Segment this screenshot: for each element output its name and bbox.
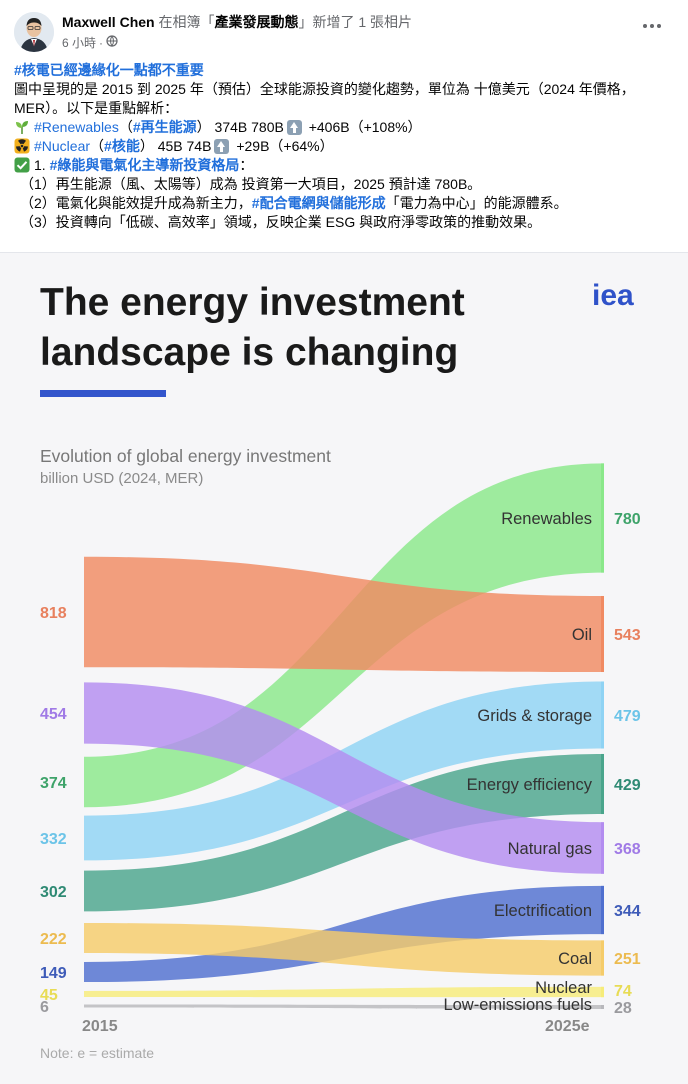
- flow-nuclear: [84, 986, 604, 998]
- seedling-icon: [14, 119, 30, 135]
- x-label-end: 2025e: [545, 1018, 590, 1035]
- value-2015: 374: [40, 775, 67, 792]
- nuclear-line: #Nuclear（#核能） 45B 74B +29B（+64%）: [14, 137, 654, 156]
- globe-icon: [106, 35, 118, 50]
- flow-natural-gas: [84, 682, 604, 874]
- flow-energy-efficiency: [84, 753, 604, 912]
- renewables-line: #Renewables（#再生能源） 374B 780B +406B（+108%…: [14, 118, 654, 137]
- hashtag-renewables[interactable]: #Renewables: [34, 119, 119, 135]
- point-3: （3）投資轉向「低碳、高效率」領域，反映企業 ESG 與政府淨零政策的推動效果。: [20, 214, 542, 230]
- hashtag-renewables-zh[interactable]: #再生能源: [132, 119, 197, 135]
- chart-units: billion USD (2024, MER): [40, 470, 203, 487]
- value-2025: 543: [614, 627, 641, 644]
- chart-subtitle: Evolution of global energy investment: [40, 446, 331, 466]
- value-2025: 780: [614, 511, 641, 528]
- flow-end-cap: [601, 822, 604, 874]
- value-2015: 454: [40, 706, 67, 723]
- check-mark-icon: [14, 157, 30, 173]
- album-link[interactable]: 產業發展動態: [214, 14, 299, 30]
- flow-coal: [84, 923, 604, 976]
- post-time[interactable]: 6 小時: [62, 36, 97, 50]
- flow-oil: [84, 556, 604, 673]
- flow-end-cap: [601, 463, 604, 573]
- point-1: （1）再生能源（風、太陽等）成為 投資第一大項目，2025 預計達 780B。: [20, 176, 482, 192]
- intro-text: 圖中呈現的是 2015 到 2025 年（預估）全球能源投資的變化趨勢，單位為 …: [14, 81, 635, 116]
- series-label: Energy efficiency: [467, 776, 593, 794]
- up-arrow-icon: [214, 139, 230, 154]
- hashtag-nuclear[interactable]: #Nuclear: [34, 138, 91, 154]
- hashtag-grid[interactable]: #配合電網與儲能形成: [251, 195, 386, 211]
- chart-title-line1: The energy investment: [40, 281, 465, 324]
- value-2015: 149: [40, 965, 67, 982]
- series-label: Grids & storage: [477, 707, 592, 725]
- flow-end-cap: [601, 595, 604, 673]
- chart-title-line2: landscape is changing: [40, 331, 458, 374]
- action-prefix: 在相簿「: [154, 14, 215, 30]
- series-label: Natural gas: [508, 840, 592, 858]
- value-2015: 332: [40, 831, 67, 848]
- flow-end-cap: [601, 681, 604, 749]
- series-label: Renewables: [501, 510, 592, 528]
- value-2025: 479: [614, 708, 641, 725]
- hashtag-nuclear-zh[interactable]: #核能: [104, 138, 140, 154]
- up-arrow-icon: [286, 120, 302, 135]
- avatar[interactable]: [14, 12, 54, 52]
- hashtag-headline[interactable]: #核電已經邊緣化一點都不重要: [14, 62, 204, 78]
- series-label: Electrification: [494, 902, 592, 920]
- value-2015: 302: [40, 884, 67, 901]
- value-2025: 429: [614, 777, 641, 794]
- sankey-chart: The energy investment landscape is chang…: [40, 279, 641, 1061]
- value-2015: 222: [40, 931, 67, 948]
- flow-end-cap: [601, 753, 604, 815]
- value-2025: 368: [614, 841, 641, 858]
- title-underline: [40, 390, 166, 397]
- x-label-start: 2015: [82, 1018, 118, 1035]
- value-2025: 74: [614, 983, 632, 1000]
- series-label: Oil: [572, 626, 592, 644]
- series-label: Low-emissions fuels: [443, 996, 592, 1014]
- post-header: Maxwell Chen 在相簿「產業發展動態」新增了 1 張相片 6 小時 ·: [14, 12, 676, 56]
- post-photo[interactable]: The energy investment landscape is chang…: [0, 252, 688, 1084]
- iea-logo: iea: [592, 279, 634, 312]
- chart-note: Note: e = estimate: [40, 1045, 154, 1061]
- flow-end-cap: [601, 885, 604, 935]
- value-2025: 28: [614, 1000, 632, 1017]
- author-name[interactable]: Maxwell Chen: [62, 14, 155, 30]
- value-2015: 6: [40, 999, 49, 1016]
- value-2025: 344: [614, 903, 641, 920]
- action-suffix: 」新增了 1 張相片: [298, 14, 413, 30]
- series-label: Nuclear: [535, 979, 592, 997]
- value-2025: 251: [614, 951, 641, 968]
- value-2015: 45: [40, 987, 58, 1004]
- radioactive-icon: [14, 138, 30, 154]
- hashtag-section[interactable]: #綠能與電氣化主導新投資格局: [49, 157, 240, 173]
- more-options-button[interactable]: [642, 18, 662, 34]
- post-body: #核電已經邊緣化一點都不重要 圖中呈現的是 2015 到 2025 年（預估）全…: [14, 61, 654, 232]
- series-label: Coal: [558, 950, 592, 968]
- flow-end-cap: [601, 940, 604, 976]
- point-2: （2）電氣化與能效提升成為新主力，#配合電網與儲能形成「電力為中心」的能源體系。: [20, 195, 568, 211]
- value-2015: 818: [40, 605, 67, 622]
- flow-low-emissions-fuels: [84, 1004, 604, 1009]
- flow-end-cap: [601, 1005, 604, 1009]
- section-heading: 1. #綠能與電氣化主導新投資格局：: [14, 156, 654, 175]
- flow-end-cap: [601, 986, 604, 998]
